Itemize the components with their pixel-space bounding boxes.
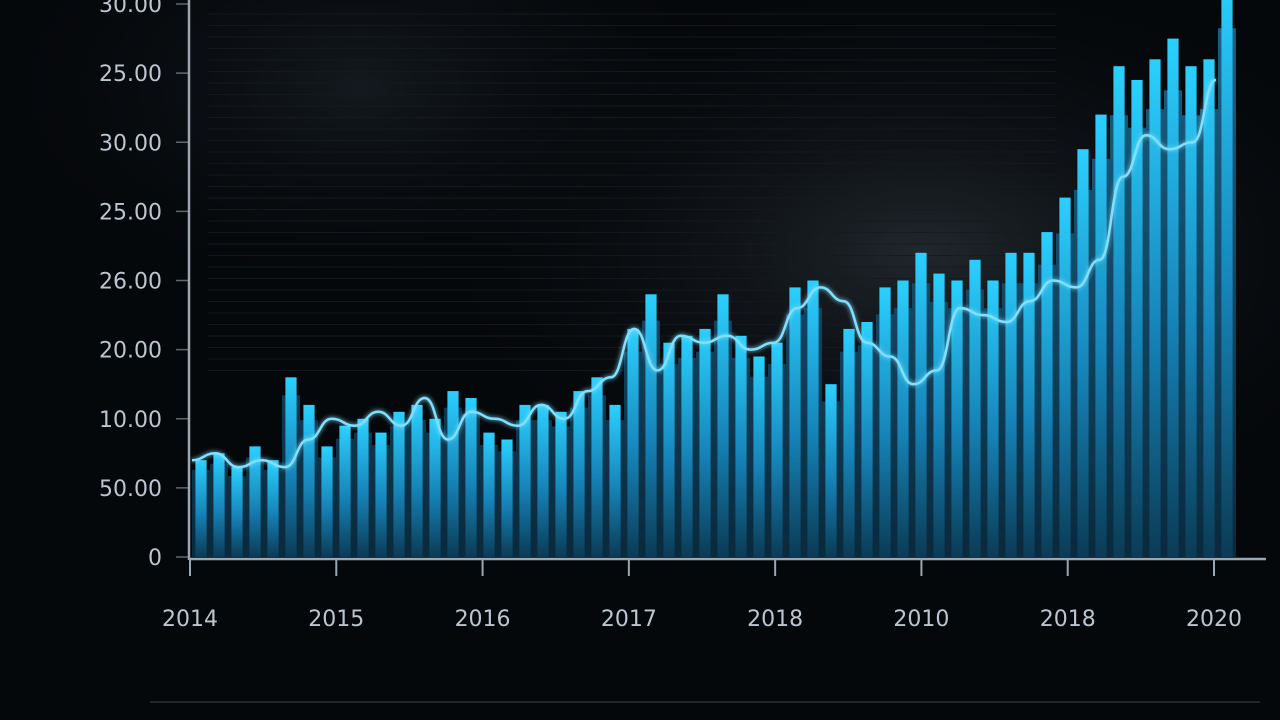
bar — [501, 439, 513, 557]
bar — [627, 328, 639, 557]
bar — [321, 446, 333, 557]
bar — [717, 294, 729, 557]
y-tick-label: 10.00 — [99, 408, 162, 433]
bar — [1005, 252, 1017, 558]
x-tick-label: 2018 — [1040, 607, 1096, 632]
bar — [969, 259, 981, 557]
x-tick-label: 2017 — [601, 607, 657, 632]
bar — [1221, 0, 1233, 557]
bar — [267, 460, 279, 557]
y-tick-label: 25.00 — [99, 62, 162, 87]
bar — [591, 377, 603, 557]
y-tick-label: 30.00 — [99, 0, 162, 18]
bar — [303, 404, 315, 557]
bar — [483, 432, 495, 557]
bar — [1077, 149, 1089, 557]
bar — [879, 287, 891, 557]
bar — [1167, 38, 1179, 558]
y-tick-label: 30.00 — [99, 131, 162, 156]
bar — [1203, 59, 1215, 558]
trend-line — [191, 78, 1217, 469]
bar — [429, 418, 441, 558]
y-tick-label: 26.00 — [99, 270, 162, 295]
bar — [411, 404, 423, 557]
bar — [465, 398, 477, 557]
x-tick-label: 2020 — [1186, 607, 1242, 632]
bar — [951, 280, 963, 557]
x-tick-label: 2010 — [893, 607, 949, 632]
bar — [537, 404, 549, 557]
bar — [987, 280, 999, 557]
bar — [897, 280, 909, 557]
bar — [519, 404, 531, 557]
bar — [843, 328, 855, 557]
bar — [645, 294, 657, 557]
bar — [231, 467, 243, 557]
bar — [807, 280, 819, 557]
x-tick-label: 2014 — [162, 607, 218, 632]
bar — [375, 432, 387, 557]
bar — [933, 273, 945, 557]
bar — [771, 342, 783, 557]
bar — [1113, 66, 1125, 557]
y-tick-label: 50.00 — [99, 477, 162, 502]
bar — [249, 446, 261, 557]
y-tick-label: 25.00 — [99, 200, 162, 225]
bar — [825, 384, 837, 557]
bar — [339, 425, 351, 557]
bar — [735, 335, 747, 557]
bar — [681, 335, 693, 557]
bar — [555, 411, 567, 557]
bar — [1185, 66, 1197, 557]
bar — [663, 342, 675, 557]
bar — [573, 391, 585, 557]
bar — [1059, 197, 1071, 557]
bar — [753, 356, 765, 557]
bar — [393, 411, 405, 557]
x-tick-label: 2018 — [747, 607, 803, 632]
bar — [285, 377, 297, 557]
y-tick-label: 0 — [148, 546, 162, 571]
y-tick-label: 20.00 — [99, 339, 162, 364]
bar — [1149, 59, 1161, 558]
bar — [447, 391, 459, 557]
bar — [1095, 114, 1107, 557]
bar — [861, 322, 873, 557]
bar — [915, 252, 927, 558]
x-tick-label: 2015 — [308, 607, 364, 632]
bar — [1023, 252, 1035, 558]
bar — [357, 418, 369, 558]
bar — [195, 460, 207, 557]
bar — [699, 328, 711, 557]
bar — [213, 453, 225, 557]
bar — [1041, 232, 1053, 557]
bar — [1131, 80, 1143, 557]
bar — [609, 404, 621, 557]
x-tick-label: 2016 — [455, 607, 511, 632]
bar — [789, 287, 801, 557]
